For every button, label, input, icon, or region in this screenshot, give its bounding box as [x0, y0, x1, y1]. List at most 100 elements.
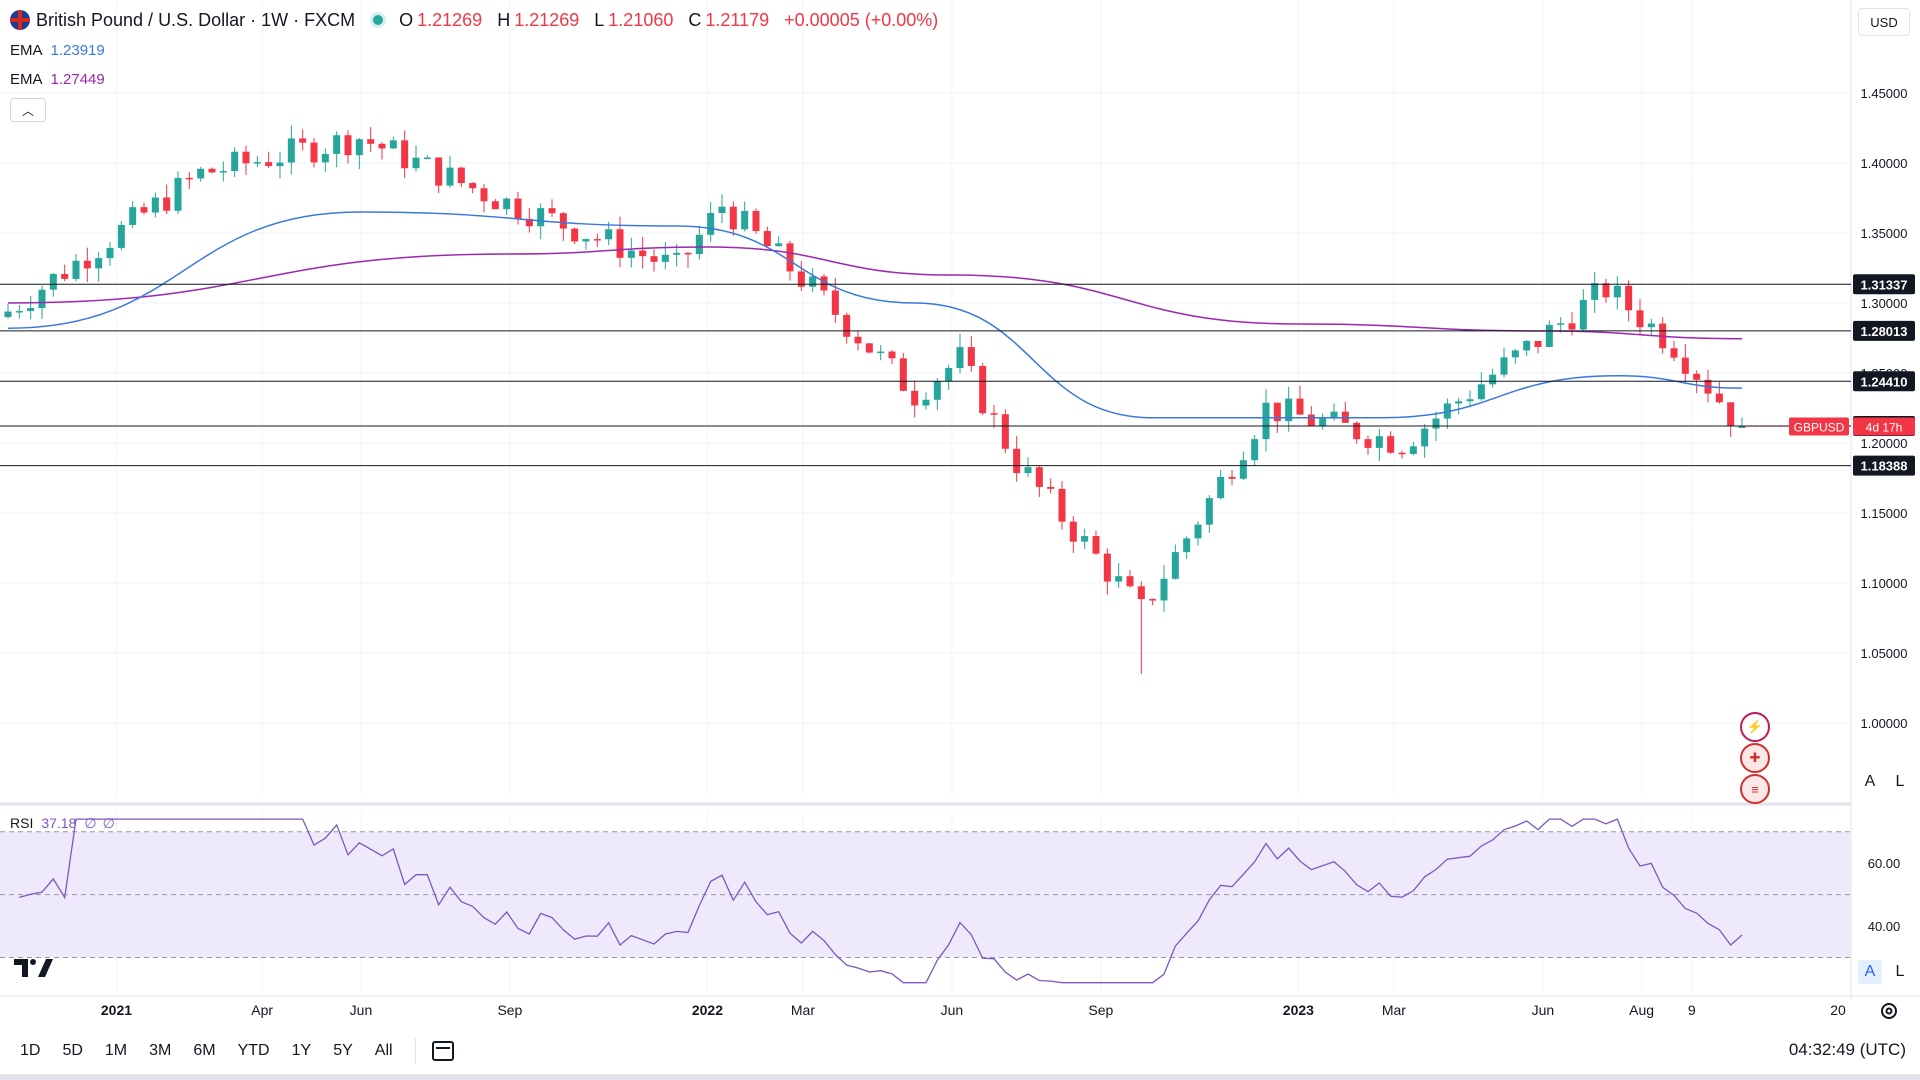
candle-body[interactable] [1092, 536, 1100, 554]
candle-body[interactable] [287, 138, 295, 163]
candle-body[interactable] [480, 188, 488, 202]
settings-gear-icon[interactable] [1878, 1000, 1900, 1022]
candle-body[interactable] [38, 289, 46, 309]
candle-body[interactable] [1387, 436, 1395, 453]
candle-body[interactable] [1149, 599, 1157, 601]
candle-body[interactable] [525, 218, 533, 227]
candle-body[interactable] [129, 207, 137, 225]
candle-body[interactable] [72, 260, 80, 279]
candle-body[interactable] [1330, 411, 1338, 419]
auto-scale-button[interactable]: A [1864, 773, 1876, 790]
candle-body[interactable] [1579, 299, 1587, 330]
timeframe-6m[interactable]: 6M [193, 1042, 216, 1059]
candle-body[interactable] [1115, 576, 1123, 582]
candle-body[interactable] [265, 162, 273, 167]
candle-body[interactable] [967, 347, 975, 366]
candle-body[interactable] [1013, 448, 1021, 474]
candle-body[interactable] [208, 168, 216, 173]
ema-slow-legend[interactable]: EMA 1.27449 [10, 71, 105, 88]
tradingview-logo[interactable] [14, 955, 54, 986]
candle-body[interactable] [140, 207, 148, 213]
candle-body[interactable] [151, 197, 159, 213]
candle-body[interactable] [741, 210, 749, 230]
candle-body[interactable] [922, 399, 930, 406]
candle-body[interactable] [775, 243, 783, 247]
candle-body[interactable] [1738, 426, 1746, 428]
candle-body[interactable] [1375, 436, 1383, 448]
candle-body[interactable] [1523, 340, 1531, 351]
candle-body[interactable] [378, 143, 386, 149]
candle-body[interactable] [253, 162, 261, 164]
candle-body[interactable] [945, 367, 953, 382]
candle-body[interactable] [163, 197, 171, 211]
symbol-title[interactable]: British Pound / U.S. Dollar · 1W · FXCM [36, 9, 356, 30]
candle-body[interactable] [1432, 418, 1440, 429]
candle-body[interactable] [1024, 467, 1032, 474]
candle-body[interactable] [299, 138, 307, 143]
candle-body[interactable] [911, 390, 919, 406]
candle-body[interactable] [571, 228, 579, 242]
candle-body[interactable] [1160, 578, 1168, 601]
candle-body[interactable] [1194, 524, 1202, 539]
candle-body[interactable] [83, 260, 91, 269]
candle-body[interactable] [650, 256, 658, 262]
candle-body[interactable] [820, 276, 828, 291]
utc-clock[interactable]: 04:32:49 (UTC) [1788, 1040, 1906, 1059]
candle-body[interactable] [888, 351, 896, 359]
candle-body[interactable] [174, 177, 182, 211]
candle-body[interactable] [1636, 310, 1644, 328]
ema-slow-line[interactable] [7, 246, 1743, 340]
candle-body[interactable] [1409, 446, 1417, 454]
candle-body[interactable] [899, 358, 907, 391]
candle-body[interactable] [423, 157, 431, 160]
market-status-icon[interactable] [373, 15, 384, 25]
candle-body[interactable] [435, 157, 443, 186]
candle-body[interactable] [877, 351, 885, 354]
candle-body[interactable] [344, 135, 352, 156]
candle-body[interactable] [1693, 373, 1701, 380]
candle-body[interactable] [412, 157, 420, 169]
log-scale-button[interactable]: L [1895, 773, 1905, 790]
candle-body[interactable] [106, 247, 114, 259]
candle-body[interactable] [1069, 521, 1077, 542]
candle-body[interactable] [276, 162, 284, 167]
us-event-icon[interactable]: ≡ [1740, 774, 1770, 804]
candle-body[interactable] [797, 271, 805, 287]
rsi-log-scale-button[interactable]: L [1895, 963, 1905, 980]
candle-body[interactable] [446, 167, 454, 186]
candle-body[interactable] [1670, 348, 1678, 358]
candle-body[interactable] [1647, 323, 1655, 328]
chart-legend-header[interactable]: British Pound / U.S. Dollar · 1W · FXCM … [10, 8, 948, 32]
candle-body[interactable] [1285, 398, 1293, 422]
candle-body[interactable] [786, 243, 794, 272]
candle-body[interactable] [718, 206, 726, 214]
candle-body[interactable] [1228, 476, 1236, 479]
candle-body[interactable] [1103, 553, 1111, 582]
candle-body[interactable] [1625, 285, 1633, 311]
candle-body[interactable] [809, 276, 817, 287]
candle-body[interactable] [1727, 402, 1735, 427]
candle-body[interactable] [1001, 414, 1009, 449]
candle-body[interactable] [831, 290, 839, 315]
candle-body[interactable] [185, 177, 193, 180]
candle-body[interactable] [1398, 452, 1406, 455]
candle-body[interactable] [1081, 536, 1089, 542]
timeframe-1y[interactable]: 1Y [291, 1042, 312, 1059]
timeframe-ytd[interactable]: YTD [237, 1042, 270, 1059]
candle-body[interactable] [593, 239, 601, 241]
candle-body[interactable] [1489, 374, 1497, 385]
candle-body[interactable] [707, 213, 715, 235]
candle-body[interactable] [933, 381, 941, 400]
candle-body[interactable] [752, 210, 760, 232]
candle-body[interactable] [990, 413, 998, 415]
candle-body[interactable] [627, 250, 635, 258]
candle-body[interactable] [333, 135, 341, 154]
ema-fast-legend[interactable]: EMA 1.23919 [10, 42, 105, 59]
candle-body[interactable] [514, 198, 522, 219]
ema-fast-line[interactable] [7, 211, 1743, 419]
candle-body[interactable] [1205, 498, 1213, 525]
candle-body[interactable] [1568, 323, 1576, 330]
candle-body[interactable] [1715, 393, 1723, 403]
uk-event-icon[interactable]: ✚ [1740, 743, 1770, 773]
